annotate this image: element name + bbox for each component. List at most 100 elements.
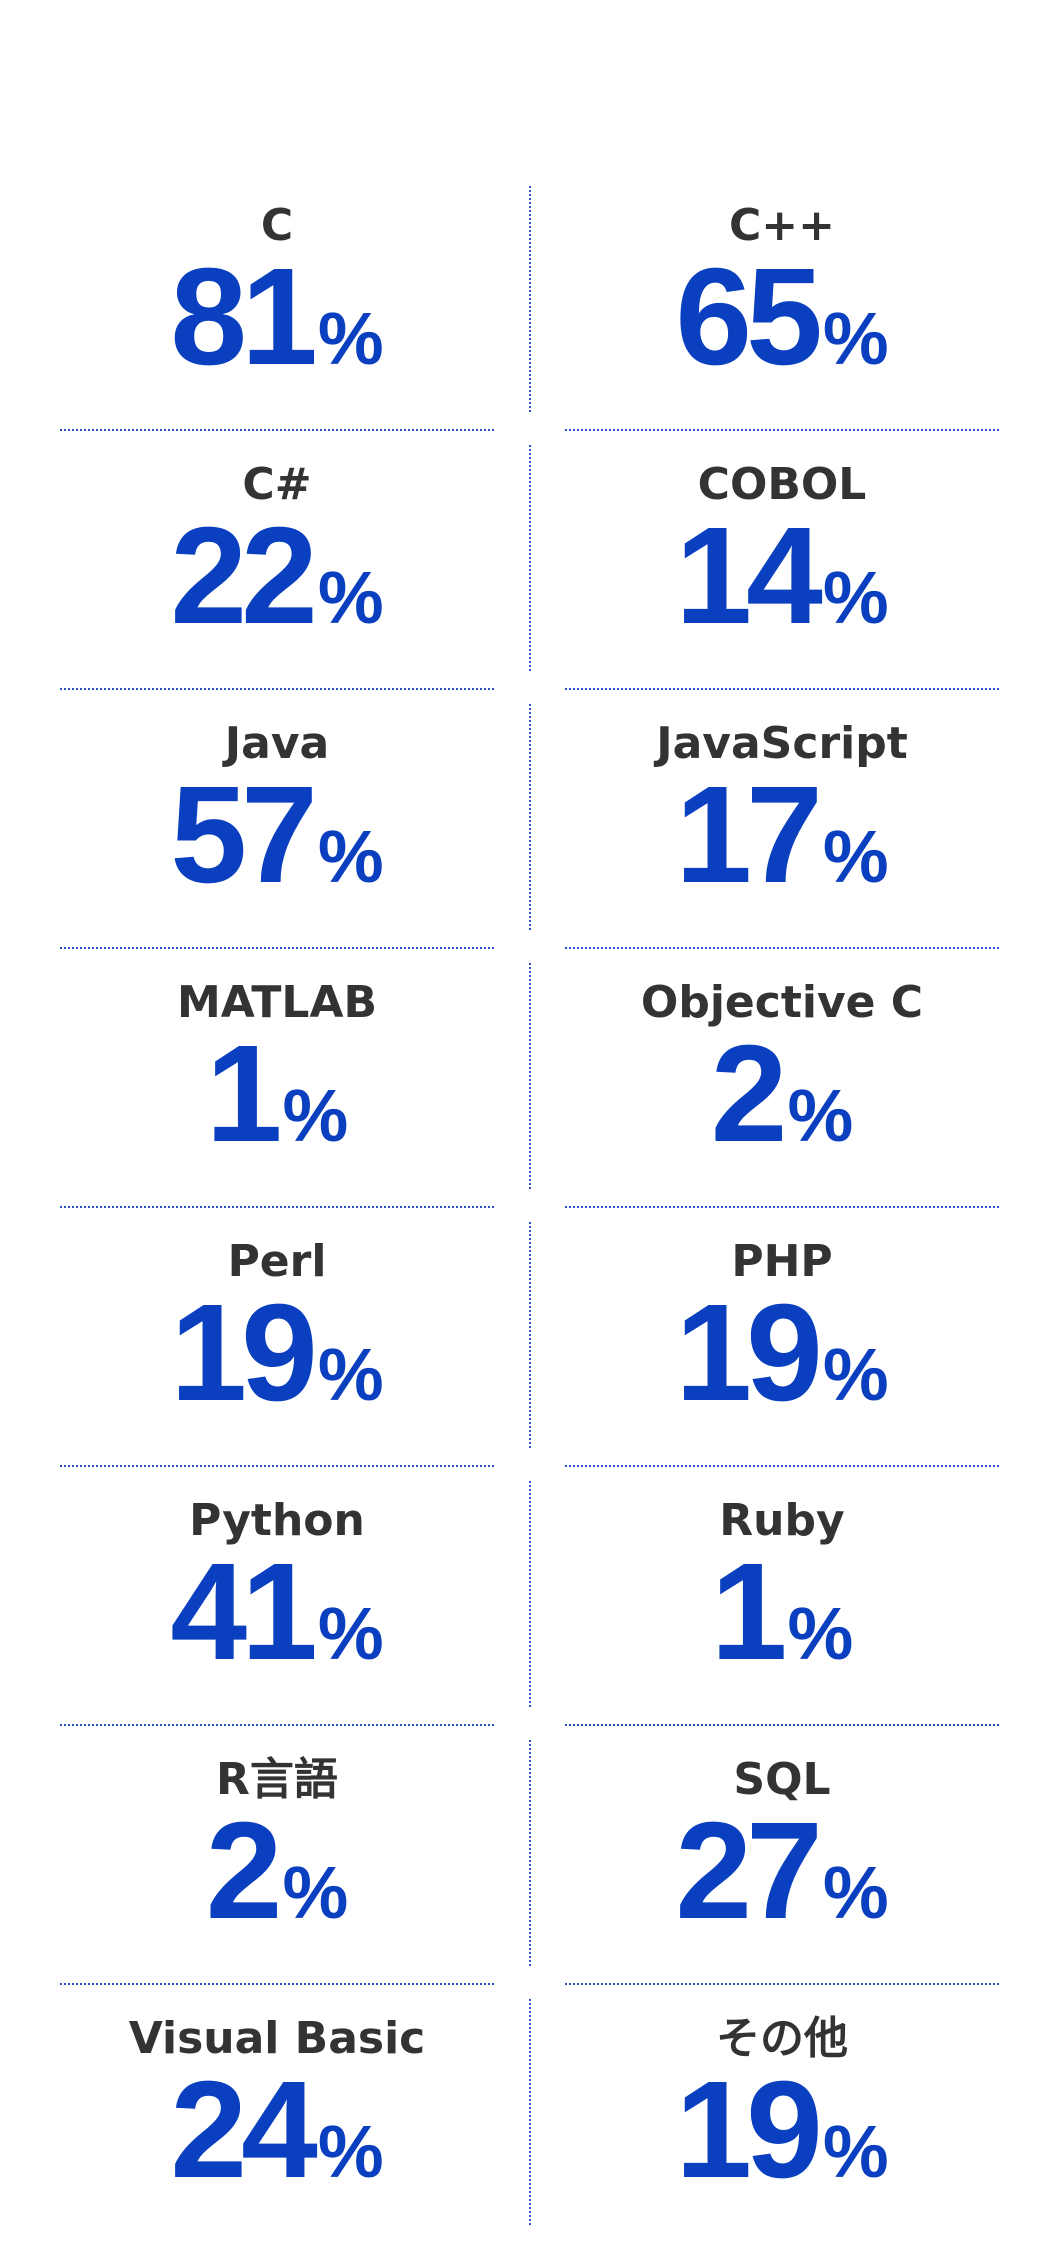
stat-number: 17 (675, 758, 822, 912)
stat-number: 19 (170, 1276, 317, 1430)
row-divider (60, 1724, 494, 1726)
stat-label: Ruby (719, 1495, 845, 1546)
stat-label: その他 (716, 2013, 848, 2064)
grid-row: Python 41% Ruby 1% (0, 1465, 1060, 1724)
stat-unit: % (822, 556, 889, 639)
stat-unit: % (317, 556, 384, 639)
stat-value: 24% (60, 2055, 494, 2247)
row-divider (565, 688, 999, 690)
column-divider (529, 963, 531, 1189)
stat-unit: % (822, 297, 889, 380)
stat-number: 1 (205, 1017, 283, 1171)
stat-value: 65% (565, 242, 999, 434)
stat-label: PHP (731, 1236, 833, 1287)
stat-cell-objective-c: Objective C 2% (565, 947, 999, 1206)
stat-number: 14 (675, 499, 822, 653)
column-divider (529, 1740, 531, 1966)
stat-cell-ruby: Ruby 1% (565, 1465, 999, 1724)
column-divider (529, 1481, 531, 1707)
stat-unit: % (822, 2110, 889, 2193)
column-divider (529, 704, 531, 930)
stat-value: 1% (60, 1019, 494, 1211)
stat-number: 1 (710, 1535, 788, 1689)
stat-number: 19 (675, 1276, 822, 1430)
stat-unit: % (317, 297, 384, 380)
stat-cell-javascript: JavaScript 17% (565, 688, 999, 947)
stat-number: 22 (170, 499, 317, 653)
stat-unit: % (317, 2110, 384, 2193)
stat-label: C++ (728, 200, 836, 251)
language-usage-grid: C 81% C++ 65% C# 22% COBOL 14% Java 57% … (0, 170, 1060, 2242)
grid-row: Java 57% JavaScript 17% (0, 688, 1060, 947)
row-divider (565, 1206, 999, 1208)
stat-value: 19% (565, 2055, 999, 2247)
stat-value: 19% (60, 1278, 494, 1470)
stat-cell-java: Java 57% (60, 688, 494, 947)
stat-cell-cpp: C++ 65% (565, 170, 999, 429)
stat-value: 22% (60, 501, 494, 693)
stat-unit: % (317, 1333, 384, 1416)
stat-label: COBOL (697, 459, 867, 510)
stat-unit: % (282, 1851, 349, 1934)
stat-label: Java (224, 718, 330, 769)
grid-row: Visual Basic 24% その他 19% (0, 1983, 1060, 2242)
stat-value: 2% (565, 1019, 999, 1211)
stat-label: R言語 (216, 1754, 338, 1805)
stat-number: 2 (205, 1794, 283, 1948)
stat-label: JavaScript (656, 718, 908, 769)
stat-cell-other: その他 19% (565, 1983, 999, 2242)
stat-value: 14% (565, 501, 999, 693)
stat-unit: % (282, 1074, 349, 1157)
row-divider (60, 1983, 494, 1985)
stat-value: 41% (60, 1537, 494, 1729)
row-divider (60, 1206, 494, 1208)
stat-cell-perl: Perl 19% (60, 1206, 494, 1465)
stat-cell-php: PHP 19% (565, 1206, 999, 1465)
stat-cell-cobol: COBOL 14% (565, 429, 999, 688)
stat-label: Python (189, 1495, 365, 1546)
column-divider (529, 1999, 531, 2225)
row-divider (60, 429, 494, 431)
row-divider (565, 947, 999, 949)
stat-value: 19% (565, 1278, 999, 1470)
stat-value: 81% (60, 242, 494, 434)
row-divider (60, 688, 494, 690)
stat-unit: % (317, 1592, 384, 1675)
stat-cell-csharp: C# 22% (60, 429, 494, 688)
row-divider (565, 429, 999, 431)
row-divider (565, 1983, 999, 1985)
stat-unit: % (822, 815, 889, 898)
stat-number: 24 (170, 2053, 317, 2207)
row-divider (60, 947, 494, 949)
stat-number: 81 (170, 240, 317, 394)
stat-cell-c: C 81% (60, 170, 494, 429)
stat-unit: % (822, 1333, 889, 1416)
row-divider (60, 1465, 494, 1467)
grid-row: R言語 2% SQL 27% (0, 1724, 1060, 1983)
stat-value: 1% (565, 1537, 999, 1729)
column-divider (529, 186, 531, 412)
row-divider (565, 1465, 999, 1467)
stat-cell-visual-basic: Visual Basic 24% (60, 1983, 494, 2242)
stat-label: Visual Basic (128, 2013, 426, 2064)
stat-unit: % (317, 815, 384, 898)
stat-unit: % (822, 1851, 889, 1934)
stat-label: SQL (733, 1754, 831, 1805)
stat-value: 17% (565, 760, 999, 952)
stat-number: 57 (170, 758, 317, 912)
grid-row: Perl 19% PHP 19% (0, 1206, 1060, 1465)
grid-row: C 81% C++ 65% (0, 170, 1060, 429)
stat-label: Objective C (640, 977, 924, 1028)
stat-label: C (260, 200, 294, 251)
stat-unit: % (787, 1592, 854, 1675)
stat-cell-sql: SQL 27% (565, 1724, 999, 1983)
stat-label: C# (242, 459, 312, 510)
stat-number: 2 (710, 1017, 788, 1171)
stat-value: 2% (60, 1796, 494, 1988)
stat-number: 19 (675, 2053, 822, 2207)
stat-value: 27% (565, 1796, 999, 1988)
stat-unit: % (787, 1074, 854, 1157)
grid-row: C# 22% COBOL 14% (0, 429, 1060, 688)
column-divider (529, 445, 531, 671)
stat-cell-r: R言語 2% (60, 1724, 494, 1983)
